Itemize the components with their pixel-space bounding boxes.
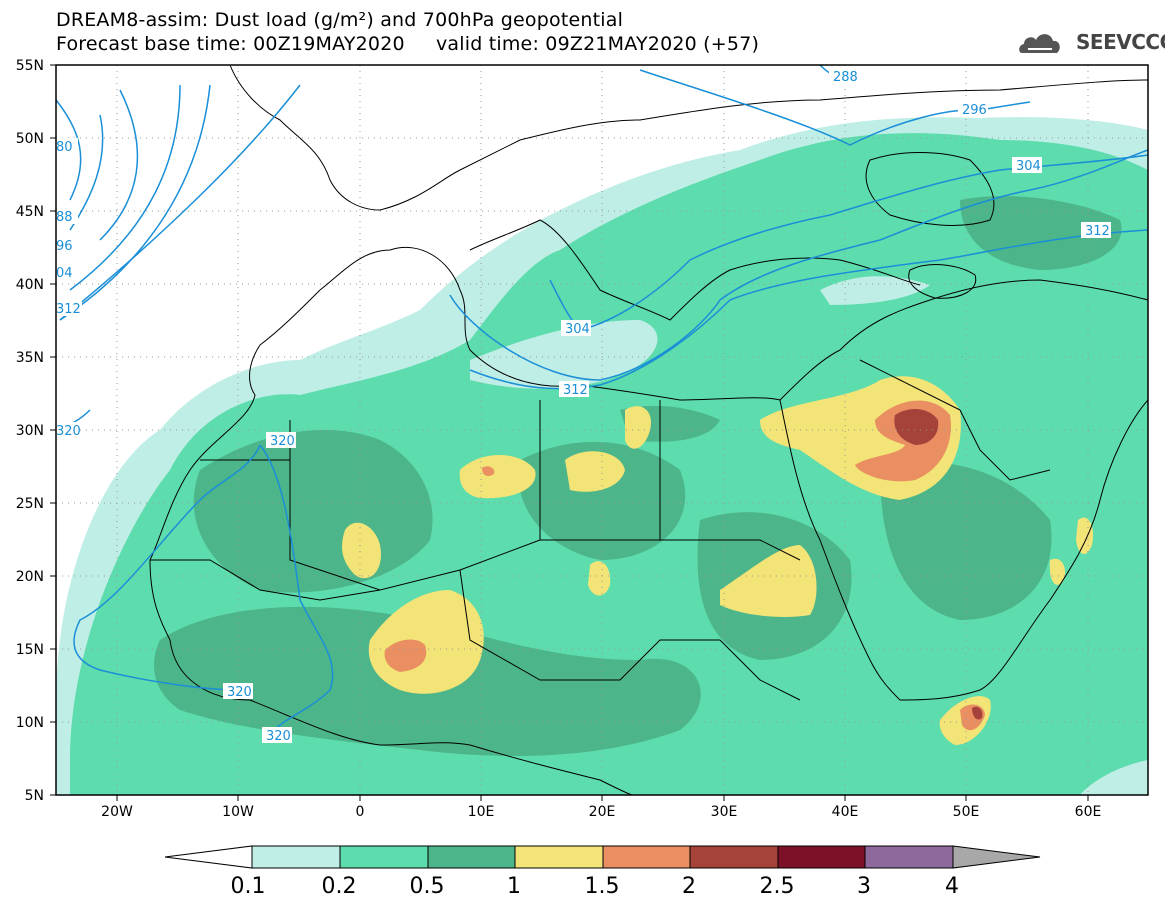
dust-level-1 <box>1049 558 1066 585</box>
coastlines <box>149 65 1148 795</box>
colorbar-tick: 0.2 <box>322 874 357 899</box>
dust-level-0.1 <box>470 320 658 389</box>
lat-label: 35N <box>16 350 44 366</box>
lon-label: 30E <box>711 804 738 820</box>
colorbar-tick: 3 <box>857 874 871 899</box>
colorbar-tick: 1 <box>507 874 521 899</box>
colorbar-tick: 2 <box>682 874 696 899</box>
dust-level-0.5 <box>880 462 1052 620</box>
contour-label: 312 <box>1085 224 1110 239</box>
contour-label: 04 <box>56 266 73 281</box>
dust-level-1 <box>342 522 381 579</box>
contour-label: 96 <box>56 239 73 254</box>
contour-label: 304 <box>565 322 590 337</box>
lat-axis: 55N 50N 45N 40N 35N 30N 25N 20N 15N 10N … <box>16 58 44 804</box>
dust-level-0.5 <box>960 196 1122 270</box>
lat-label: 25N <box>16 496 44 512</box>
lat-label: 20N <box>16 569 44 585</box>
dust-field <box>56 65 1148 795</box>
lat-label: 15N <box>16 642 44 658</box>
lon-axis: 20W 10W 0 10E 20E 30E 40E 50E 60E <box>101 804 1101 820</box>
colorbar-segment <box>777 845 866 869</box>
lat-label: 55N <box>16 58 44 74</box>
dust-level-0.5 <box>518 441 686 560</box>
graticule <box>56 65 1148 795</box>
dust-level-2 <box>894 408 939 445</box>
dust-level-1.5 <box>482 466 495 476</box>
lon-label: 0 <box>356 804 365 820</box>
dust-level-2 <box>972 706 983 720</box>
contour-label: 312 <box>56 302 81 317</box>
lat-label: 45N <box>16 204 44 220</box>
colorbar-tick: 0.5 <box>410 874 445 899</box>
lon-label: 10E <box>468 804 495 820</box>
contour-label: 296 <box>962 103 987 118</box>
dust-level-1 <box>720 545 817 617</box>
colorbar-segment <box>339 845 429 869</box>
colorbar-segment <box>251 845 341 869</box>
lat-label: 10N <box>16 715 44 731</box>
colorbar-over-arrow <box>952 845 1041 869</box>
contour-label: 312 <box>563 383 588 398</box>
lon-label: 60E <box>1075 804 1102 820</box>
dust-level-0.1 <box>820 276 930 305</box>
colorbar-segment <box>427 845 516 869</box>
contour-label: 320 <box>266 729 291 744</box>
dust-level-1 <box>625 406 651 449</box>
contour-label: 320 <box>270 434 295 449</box>
contour-label: 80 <box>56 140 73 155</box>
contour-label: 304 <box>1016 159 1041 174</box>
logo-text: SEEVCCC <box>1076 30 1165 54</box>
dust-level-1.5 <box>384 639 427 672</box>
dust-level-1 <box>1076 517 1094 555</box>
cloud-icon <box>1019 34 1060 53</box>
colorbar <box>164 845 1041 869</box>
contour-label: 288 <box>833 70 858 85</box>
colorbar-segment <box>689 845 779 869</box>
lat-label: 50N <box>16 131 44 147</box>
lat-label: 5N <box>25 788 44 804</box>
colorbar-tick: 2.5 <box>760 874 795 899</box>
lat-label: 40N <box>16 277 44 293</box>
contour-label: 320 <box>56 424 81 439</box>
lon-label: 10W <box>222 804 254 820</box>
map-subtitle: Forecast base time: 00Z19MAY2020 valid t… <box>56 33 760 55</box>
lon-label: 50E <box>953 804 980 820</box>
colorbar-ticks: 0.1 0.2 0.5 1 1.5 2 2.5 3 4 <box>231 874 960 899</box>
colorbar-tick: 4 <box>945 874 959 899</box>
colorbar-segment <box>514 845 604 869</box>
map-title: DREAM8-assim: Dust load (g/m²) and 700hP… <box>56 9 624 31</box>
colorbar-tick: 0.1 <box>231 874 266 899</box>
dust-level-1 <box>588 561 611 596</box>
colorbar-under-arrow <box>164 845 253 869</box>
colorbar-segment <box>864 845 954 869</box>
contour-label: 88 <box>56 210 73 225</box>
colorbar-tick: 1.5 <box>585 874 620 899</box>
contour-label: 320 <box>227 685 252 700</box>
lon-label: 40E <box>832 804 859 820</box>
lon-label: 20E <box>589 804 616 820</box>
lat-label: 30N <box>16 423 44 439</box>
lon-label: 20W <box>101 804 133 820</box>
dust-level-1 <box>459 455 536 499</box>
contour-labels: 288 296 304 312 304 312 320 320 320 320 … <box>56 68 1111 744</box>
colorbar-segment <box>602 845 691 869</box>
dust-level-1 <box>565 451 625 492</box>
